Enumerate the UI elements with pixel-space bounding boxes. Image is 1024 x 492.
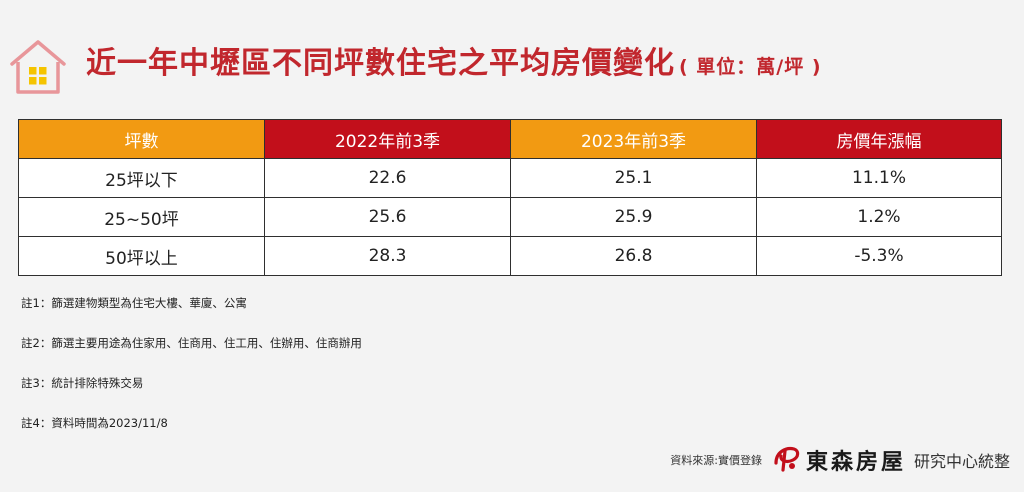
note-1: 註1：篩選建物類型為住宅大樓、華廈、公寓 xyxy=(21,296,247,310)
unit-label: ( 單位：萬/坪 ) xyxy=(679,56,822,78)
source-text: 資料來源:實價登錄 xyxy=(670,454,762,467)
table-row: 25坪以下 22.6 25.1 11.1% xyxy=(18,158,1002,198)
header-size: 坪數 xyxy=(18,119,265,159)
price-table: 坪數 2022年前3季 2023年前3季 房價年漲幅 25坪以下 22.6 25… xyxy=(18,119,1002,276)
cell-2022: 22.6 xyxy=(264,158,511,198)
header-growth: 房價年漲幅 xyxy=(756,119,1002,159)
header-2022: 2022年前3季 xyxy=(264,119,511,159)
cell-2022: 28.3 xyxy=(264,236,511,276)
cell-2023: 25.9 xyxy=(510,197,757,237)
note-2: 註2：篩選主要用途為住家用、住商用、住工用、住辦用、住商辦用 xyxy=(21,336,362,350)
house-icon xyxy=(6,36,70,102)
cell-growth: 1.2% xyxy=(756,197,1002,237)
brand-name: 東森房屋 xyxy=(805,449,906,475)
footer: 資料來源:實價登錄 東森房屋 研究中心統整 xyxy=(670,440,1010,480)
table-header-row: 坪數 2022年前3季 2023年前3季 房價年漲幅 xyxy=(18,119,1002,159)
table-row: 50坪以上 28.3 26.8 -5.3% xyxy=(18,236,1002,276)
research-center-label: 研究中心統整 xyxy=(913,452,1010,471)
cell-size: 25坪以下 xyxy=(18,158,265,198)
cell-2022: 25.6 xyxy=(264,197,511,237)
cell-size: 50坪以上 xyxy=(18,236,265,276)
header-2023: 2023年前3季 xyxy=(510,119,757,159)
table-row: 25~50坪 25.6 25.9 1.2% xyxy=(18,197,1002,237)
note-4: 註4：資料時間為2023/11/8 xyxy=(21,416,168,430)
page-title: 近一年中壢區不同坪數住宅之平均房價變化( 單位：萬/坪 ) xyxy=(86,38,822,82)
cell-size: 25~50坪 xyxy=(18,197,265,237)
title-text: 近一年中壢區不同坪數住宅之平均房價變化 xyxy=(86,46,675,81)
notes-list: 註1：篩選建物類型為住宅大樓、華廈、公寓 註2：篩選主要用途為住家用、住商用、住… xyxy=(21,296,362,456)
cell-growth: -5.3% xyxy=(756,236,1002,276)
cell-2023: 25.1 xyxy=(510,158,757,198)
brand-logo-icon xyxy=(772,443,802,477)
note-3: 註3：統計排除特殊交易 xyxy=(21,376,144,390)
cell-2023: 26.8 xyxy=(510,236,757,276)
cell-growth: 11.1% xyxy=(756,158,1002,198)
